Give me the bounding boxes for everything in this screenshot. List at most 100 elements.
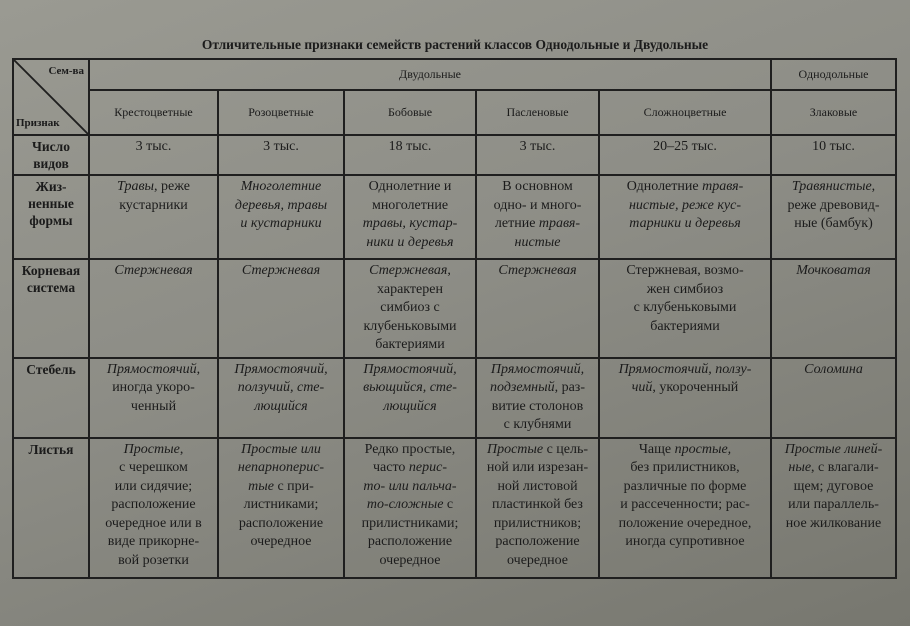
- italic-text: травя- нистые, реже кус- тарники и дерев…: [628, 179, 744, 231]
- italic-text: Простые: [123, 441, 180, 457]
- text: 3 тыс.: [263, 139, 299, 154]
- families-comparison-table: Сем-ва Признак Двудольные Однодольные Кр…: [12, 57, 898, 579]
- italic-text: травя- нистые: [514, 216, 581, 250]
- text: с при- листниками; расположение очередно…: [238, 478, 324, 550]
- corner-header-cell: Сем-ва Признак: [12, 58, 90, 136]
- italic-text: Прямостоячий, подземный: [490, 361, 585, 396]
- table-cell: Травянистые, реже древовид- ные (бамбук): [770, 174, 898, 260]
- italic-text: Прямостоячий, ползучий, сте- лющийся: [234, 361, 328, 414]
- table-cell: Однолетние травя- нистые, реже кус- тарн…: [597, 174, 773, 260]
- italic-text: Прямостоячий, вьющийся, сте- лющийся: [363, 361, 457, 414]
- italic-text: Травянистые: [791, 179, 872, 194]
- table-cell: Простые с цель- ной или изрезан- ной лис…: [475, 436, 600, 579]
- italic-text: Травы: [117, 179, 155, 194]
- table-cell: 3 тыс.: [88, 134, 219, 176]
- italic-text: Стержневая: [498, 263, 577, 278]
- class-header-dicots: Двудольные: [87, 57, 773, 92]
- table-row: Число видов 3 тыс. 3 тыс. 18 тыс. 3 тыс. 20–2…: [12, 134, 898, 176]
- table-cell: Стержневая: [88, 258, 219, 359]
- text: , раз- витие столонов с клубнями: [491, 380, 585, 432]
- text: Однолетние и многолетние: [368, 179, 452, 213]
- table-cell: 3 тыс.: [217, 134, 345, 176]
- italic-text: Стержневая: [114, 263, 193, 278]
- italic-text: Простые: [486, 441, 544, 457]
- text: без прилистников, различные по форме и р…: [618, 460, 752, 549]
- diagonal-divider: [14, 60, 88, 134]
- text: Чаще: [638, 441, 675, 457]
- text: , иногда укоро- ченный: [112, 361, 201, 414]
- table-cell: Прямостоячий, вьющийся, сте- лющийся: [343, 356, 477, 439]
- text: Стержневая, возмо- жен симбиоз с клубень…: [626, 263, 744, 334]
- text: 10 тыс.: [812, 139, 855, 154]
- table-cell: Прямостоячий, ползучий, сте- лющийся: [217, 356, 345, 439]
- family-header-cell: Сложноцветные: [597, 89, 773, 136]
- table-cell: 20–25 тыс.: [597, 134, 773, 176]
- text: , реже древовид- ные (бамбук): [787, 179, 880, 231]
- table-cell: Многолетние деревья, травы и кустарники: [217, 174, 345, 260]
- text: В основном одно- и много- летние: [493, 179, 582, 231]
- italic-text: Простые линей- ные: [784, 441, 883, 476]
- table-cell: Редко простые, часто перис- то- или паль…: [343, 436, 477, 579]
- text: 18 тыс.: [388, 139, 432, 154]
- table-row: Жиз- ненные формы Травы, реже кустарники М…: [12, 174, 898, 260]
- row-label: Корневая система: [12, 258, 90, 359]
- italic-text: Прямостоячий: [106, 361, 197, 377]
- row-label: Стебель: [12, 356, 90, 439]
- table-cell: В основном одно- и много- летние травя- …: [475, 174, 600, 260]
- italic-text: Стержневая: [369, 263, 448, 278]
- italic-text: Прямостоячий, ползу- чий: [618, 361, 752, 396]
- row-label: Число видов: [12, 134, 90, 176]
- text: Однолетние: [626, 179, 703, 194]
- table-cell: Однолетние и многолетние травы, кустар- …: [343, 174, 477, 260]
- table-cell: Простые или непарноперис- тые с при- лис…: [217, 436, 345, 579]
- table-cell: Чаще простые, без прилистников, различны…: [597, 436, 773, 579]
- text: , укороченный: [652, 380, 739, 395]
- table-cell: Прямостоячий, иногда укоро- ченный: [88, 356, 219, 439]
- text: с прилистниками; расположение очередное: [361, 497, 459, 568]
- italic-text: Многолетние деревья, травы и кустарники: [234, 179, 328, 231]
- family-header-cell: Розоцветные: [217, 89, 345, 136]
- family-header-cell: Бобовые: [343, 89, 477, 136]
- italic-text: простые,: [674, 441, 732, 457]
- table-row: Стебель Прямостоячий, иногда укоро- ченны…: [12, 356, 898, 439]
- table-cell: Соломина: [770, 356, 898, 439]
- table-cell: Стержневая: [217, 258, 345, 359]
- table-cell: Простые, с черешком или сидячие; располо…: [88, 436, 219, 579]
- family-header-cell: Крестоцветные: [88, 89, 219, 136]
- table-cell: 18 тыс.: [343, 134, 477, 176]
- text: , реже кустарники: [119, 179, 190, 213]
- italic-text: Мочковатая: [796, 263, 871, 278]
- italic-text: травы, кустар- ники и деревья: [362, 216, 458, 250]
- table-cell: Прямостоячий, подземный, раз- витие стол…: [475, 356, 600, 439]
- text: 20–25 тыс.: [653, 139, 717, 154]
- table-cell: Простые линей- ные, с влагали- щем; дуго…: [770, 436, 898, 579]
- class-header-monocots: Однодольные: [770, 57, 898, 92]
- table-row: Корневая система Стержневая Стержневая Стер…: [12, 258, 898, 359]
- text: Редко простые, часто: [364, 441, 456, 476]
- text: , с черешком или сидячие; расположение о…: [105, 441, 202, 568]
- table-cell: Прямостоячий, ползу- чий, укороченный: [597, 356, 773, 439]
- table-cell: Стержневая, характерен симбиоз с клубень…: [343, 258, 477, 359]
- italic-text: Простые или непарноперис- тые: [237, 441, 325, 494]
- italic-text: Соломина: [804, 361, 863, 377]
- text: с цель- ной или изрезан- ной листовой пл…: [486, 441, 589, 568]
- text: 3 тыс.: [135, 139, 172, 154]
- table-cell: Мочковатая: [770, 258, 898, 359]
- table-cell: Травы, реже кустарники: [88, 174, 219, 260]
- table-cell: Стержневая, возмо- жен симбиоз с клубень…: [597, 258, 773, 359]
- text: , с влагали- щем; дуговое или параллель-…: [785, 460, 882, 531]
- corner-bottom-label: Признак: [16, 116, 60, 129]
- text: 3 тыс.: [519, 139, 556, 154]
- family-header-cell: Пасленовые: [475, 89, 600, 136]
- table-cell: 10 тыс.: [770, 134, 898, 176]
- row-label: Листья: [12, 436, 90, 579]
- table-title: Отличительные признаки семейств растений…: [201, 37, 709, 52]
- row-label: Жиз- ненные формы: [12, 174, 90, 260]
- table-row: Листья Простые, с черешком или сидячие; р…: [12, 436, 898, 579]
- family-header-cell: Злаковые: [770, 89, 898, 136]
- italic-text: Стержневая: [241, 263, 321, 278]
- italic-text: перис- то- или пальча- то-сложные: [363, 460, 457, 512]
- corner-top-label: Сем-ва: [48, 65, 84, 77]
- table-cell: 3 тыс.: [475, 134, 600, 176]
- table-cell: Стержневая: [475, 258, 600, 359]
